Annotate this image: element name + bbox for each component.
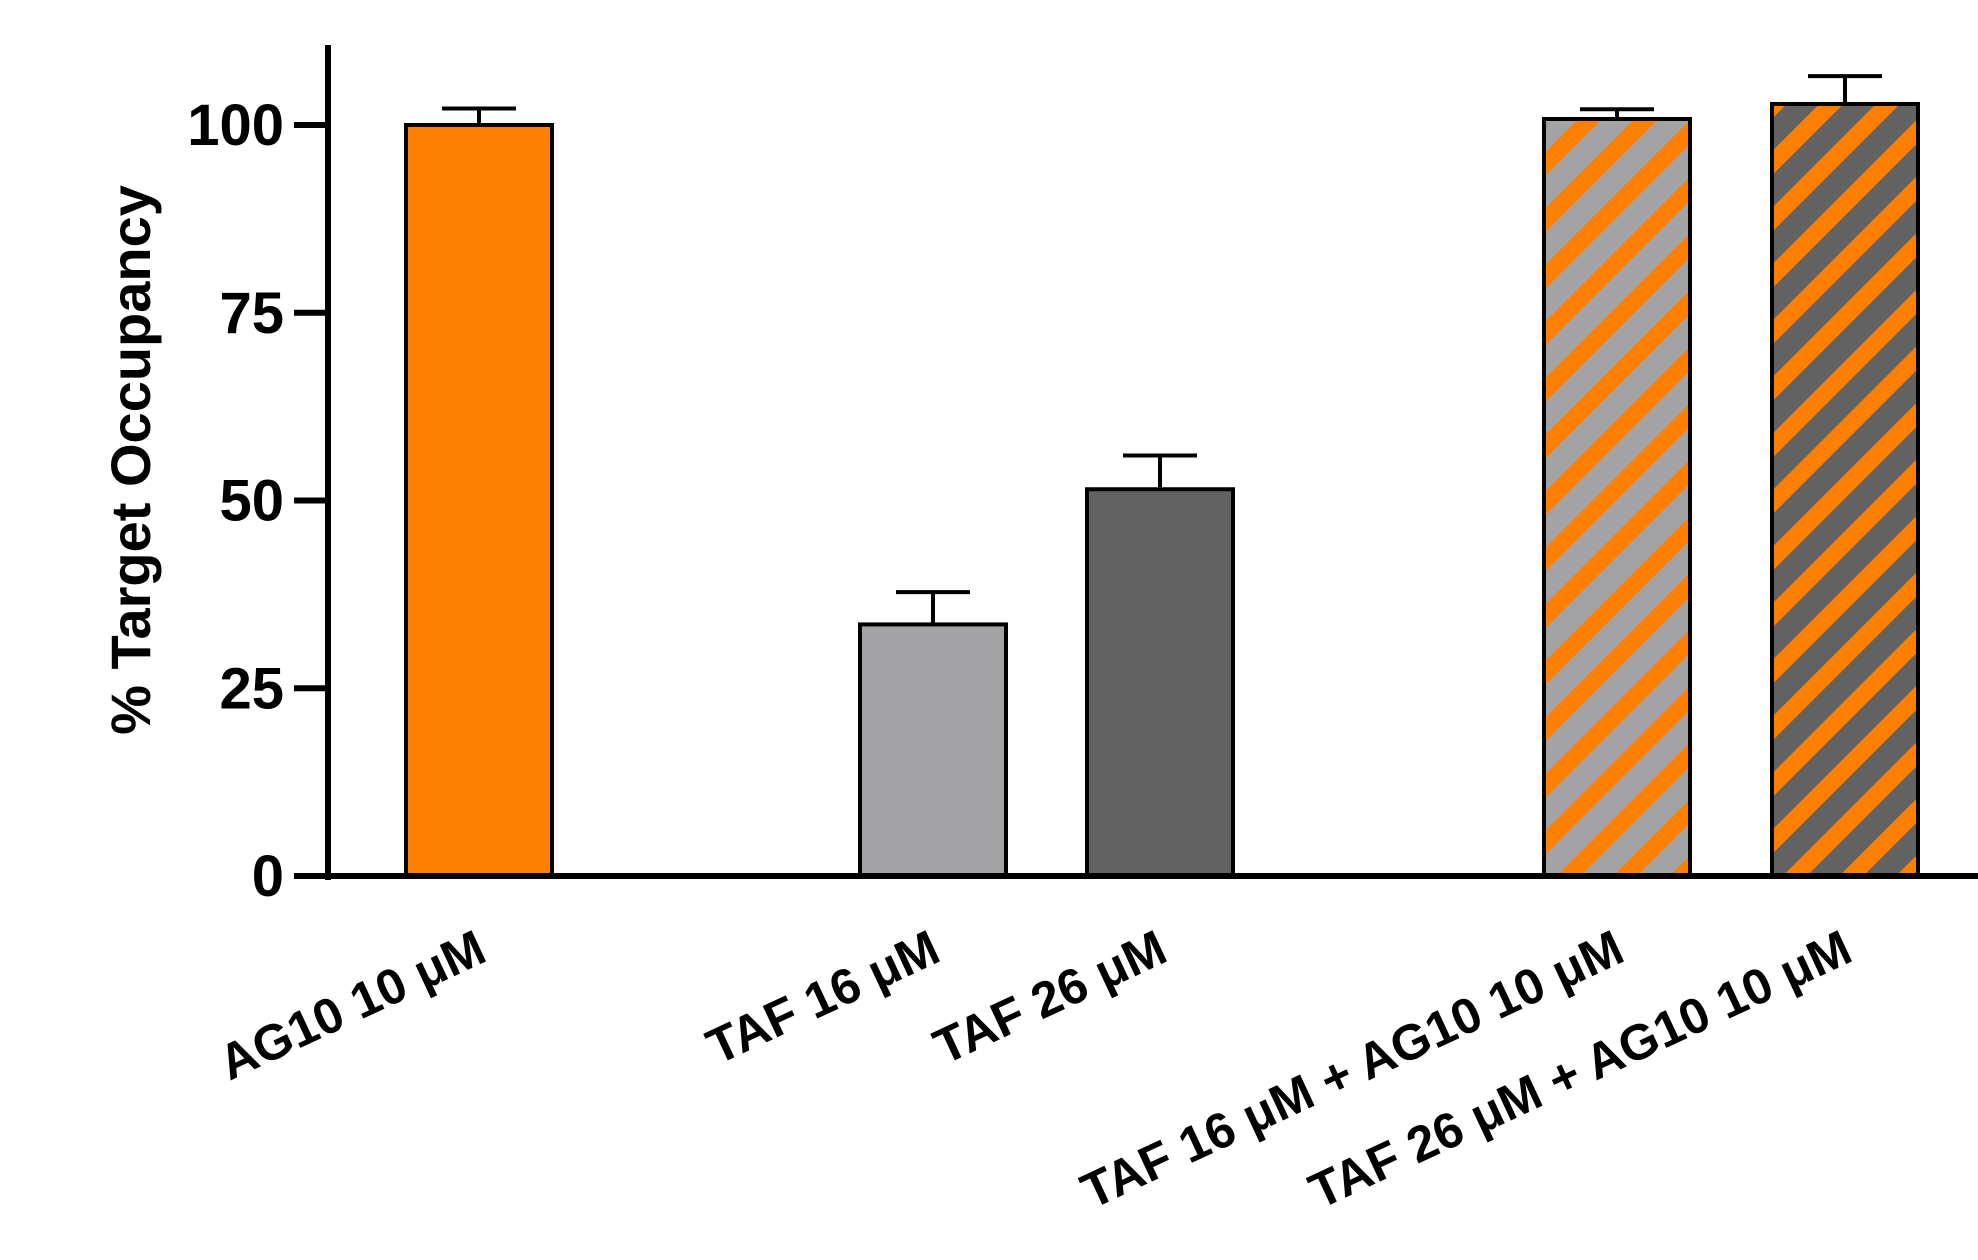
- bar-5: [1770, 101, 1920, 879]
- y-tick-label-0: 0: [252, 844, 284, 909]
- x-category-label-1: AG10 10 μM: [211, 919, 494, 1091]
- y-axis-title: % Target Occupancy: [99, 185, 162, 735]
- y-tick-label-100: 100: [187, 93, 284, 158]
- y-tick-label-50: 50: [219, 469, 284, 534]
- y-tick-label-75: 75: [219, 281, 284, 346]
- bar-2: [858, 622, 1008, 878]
- bar-3: [1085, 487, 1235, 878]
- bar-4: [1542, 116, 1692, 878]
- y-tick-label-25: 25: [219, 656, 284, 721]
- bar-1: [404, 123, 554, 878]
- x-category-label-3: TAF 26 μM: [925, 919, 1174, 1075]
- x-category-label-2: TAF 16 μM: [698, 919, 947, 1075]
